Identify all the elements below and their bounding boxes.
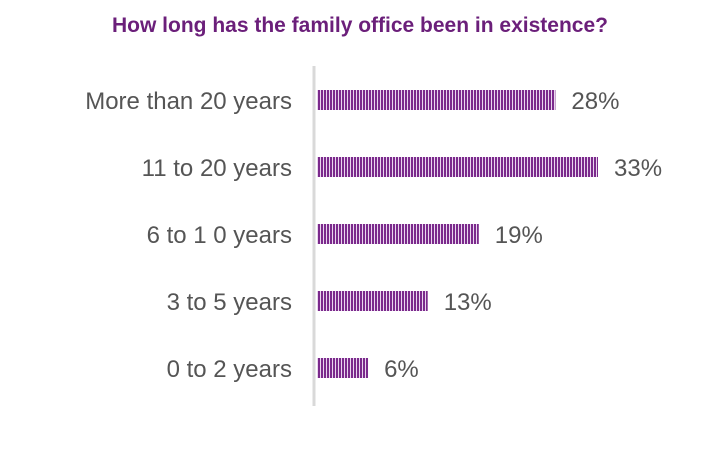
category-label: 11 to 20 years xyxy=(142,155,292,182)
category-label: More than 20 years xyxy=(85,88,292,115)
value-label: 19% xyxy=(495,222,543,249)
bar xyxy=(317,157,598,177)
bar xyxy=(317,358,369,378)
bar xyxy=(317,90,556,110)
bars-group: More than 20 years 28% 11 to 20 years 33% 6 … xyxy=(85,88,662,383)
chart-title: How long has the family office been in e… xyxy=(112,14,608,37)
category-label: 0 to 2 years xyxy=(167,356,292,383)
value-label: 33% xyxy=(614,155,662,182)
bar xyxy=(317,291,428,311)
value-label: 28% xyxy=(571,88,619,115)
category-label: 6 to 1 0 years xyxy=(147,222,292,249)
value-label: 13% xyxy=(444,289,492,316)
category-label: 3 to 5 years xyxy=(167,289,292,316)
value-label: 6% xyxy=(384,356,419,383)
bar xyxy=(317,224,479,244)
